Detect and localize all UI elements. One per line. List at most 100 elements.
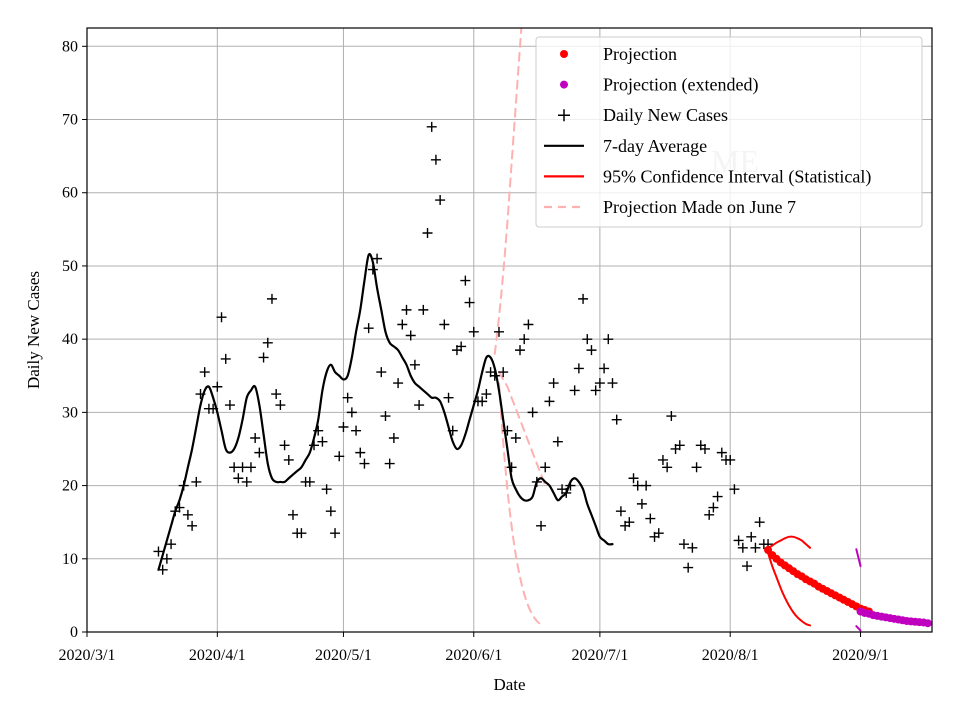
- daily-case-point: [401, 304, 412, 315]
- daily-case-point: [729, 484, 740, 495]
- plot-frame: [86, 27, 933, 633]
- daily-case-point: [351, 425, 362, 436]
- daily-case-point: [519, 334, 530, 345]
- daily-case-point: [548, 378, 559, 389]
- daily-case-point: [338, 422, 349, 433]
- daily-case-point: [477, 396, 488, 407]
- daily-case-point: [653, 528, 664, 539]
- daily-case-point: [212, 381, 223, 392]
- daily-case-point: [582, 334, 593, 345]
- seven-day-average-line: [157, 252, 614, 571]
- y-tick-label: 10: [62, 551, 78, 568]
- daily-case-point: [712, 491, 723, 502]
- daily-case-point: [191, 476, 202, 487]
- legend-box: [535, 36, 923, 228]
- daily-case-point: [283, 454, 294, 465]
- y-tick-label: 80: [62, 38, 78, 55]
- daily-case-point: [678, 539, 689, 550]
- legend-label: Projection (extended): [603, 75, 758, 96]
- daily-case-point: [716, 447, 727, 458]
- legend-dot-marker: [560, 50, 568, 58]
- daily-case-point: [552, 436, 563, 447]
- daily-case-point: [544, 396, 555, 407]
- legend: Projection Projection (extended) Daily New…: [535, 36, 923, 228]
- legend-label: 95% Confidence Interval (Statistical): [603, 166, 871, 187]
- daily-case-point: [611, 414, 622, 425]
- daily-case-point: [456, 341, 467, 352]
- daily-case-point: [704, 509, 715, 520]
- y-tick-label: 40: [62, 331, 78, 348]
- daily-case-point: [233, 473, 244, 484]
- daily-case-point: [527, 407, 538, 418]
- daily-case-point: [443, 392, 454, 403]
- daily-case-point: [603, 334, 614, 345]
- daily-case-point: [161, 553, 172, 564]
- daily-case-point: [330, 528, 341, 539]
- y-tick-label: 70: [62, 112, 78, 129]
- daily-case-point: [317, 436, 328, 447]
- daily-case-point: [372, 253, 383, 264]
- daily-case-point: [662, 462, 673, 473]
- daily-case-point: [237, 462, 248, 473]
- daily-case-point: [464, 297, 475, 308]
- daily-case-point: [262, 337, 273, 348]
- daily-case-point: [615, 506, 626, 517]
- daily-case-point: [321, 484, 332, 495]
- daily-case-point: [569, 385, 580, 396]
- legend-label: Daily New Cases: [603, 105, 728, 125]
- daily-case-point: [166, 539, 177, 550]
- daily-case-point: [220, 353, 231, 364]
- ci-lower-line: [767, 551, 812, 627]
- daily-case-point: [418, 304, 429, 315]
- x-tick-label: 2020/4/1: [189, 647, 246, 664]
- daily-case-point: [683, 562, 694, 573]
- daily-case-point: [737, 542, 748, 553]
- ci-upper-extended-line: [855, 548, 862, 568]
- daily-case-point: [296, 528, 307, 539]
- daily-case-point: [632, 480, 643, 491]
- daily-case-point: [426, 121, 437, 132]
- legend-entry: Daily New Cases: [558, 105, 728, 125]
- legend-entry: Projection (extended): [560, 75, 758, 96]
- daily-case-point: [363, 323, 374, 334]
- daily-case-point: [674, 440, 685, 451]
- daily-case-point: [493, 326, 504, 337]
- daily-case-point: [746, 531, 757, 542]
- daily-case-point: [187, 520, 198, 531]
- daily-case-point: [540, 462, 551, 473]
- daily-case-point: [754, 517, 765, 528]
- x-tick-label: 2020/7/1: [571, 647, 628, 664]
- daily-case-point: [708, 502, 719, 513]
- legend-plus-marker: [558, 109, 570, 122]
- daily-case-point: [498, 367, 509, 378]
- legend-dot-marker: [560, 80, 568, 89]
- daily-case-point: [224, 400, 235, 411]
- daily-case-point: [430, 154, 441, 165]
- y-tick-label: 30: [62, 404, 78, 421]
- x-tick-label: 2020/6/1: [445, 647, 502, 664]
- daily-case-point: [384, 458, 395, 469]
- daily-case-point: [250, 432, 261, 443]
- daily-case-point: [481, 389, 492, 400]
- daily-case-point: [266, 293, 277, 304]
- daily-case-point: [725, 454, 736, 465]
- daily-case-point: [657, 454, 668, 465]
- daily-case-point: [287, 509, 298, 520]
- daily-case-point: [645, 513, 656, 524]
- daily-case-point: [279, 440, 290, 451]
- daily-case-point: [359, 458, 370, 469]
- daily-case-point: [599, 363, 610, 374]
- legend-entry: Projection Made on June 7: [544, 197, 796, 217]
- daily-case-point: [460, 275, 471, 286]
- june7-projection-upper-line: [493, 28, 523, 355]
- daily-case-point: [607, 378, 618, 389]
- daily-case-point: [325, 506, 336, 517]
- daily-case-point: [405, 330, 416, 341]
- daily-case-point: [666, 411, 677, 422]
- june7-projection-line: [497, 371, 547, 487]
- y-tick-label: 60: [62, 185, 78, 202]
- daily-case-point: [346, 407, 357, 418]
- daily-case-point: [245, 462, 256, 473]
- daily-case-point: [241, 476, 252, 487]
